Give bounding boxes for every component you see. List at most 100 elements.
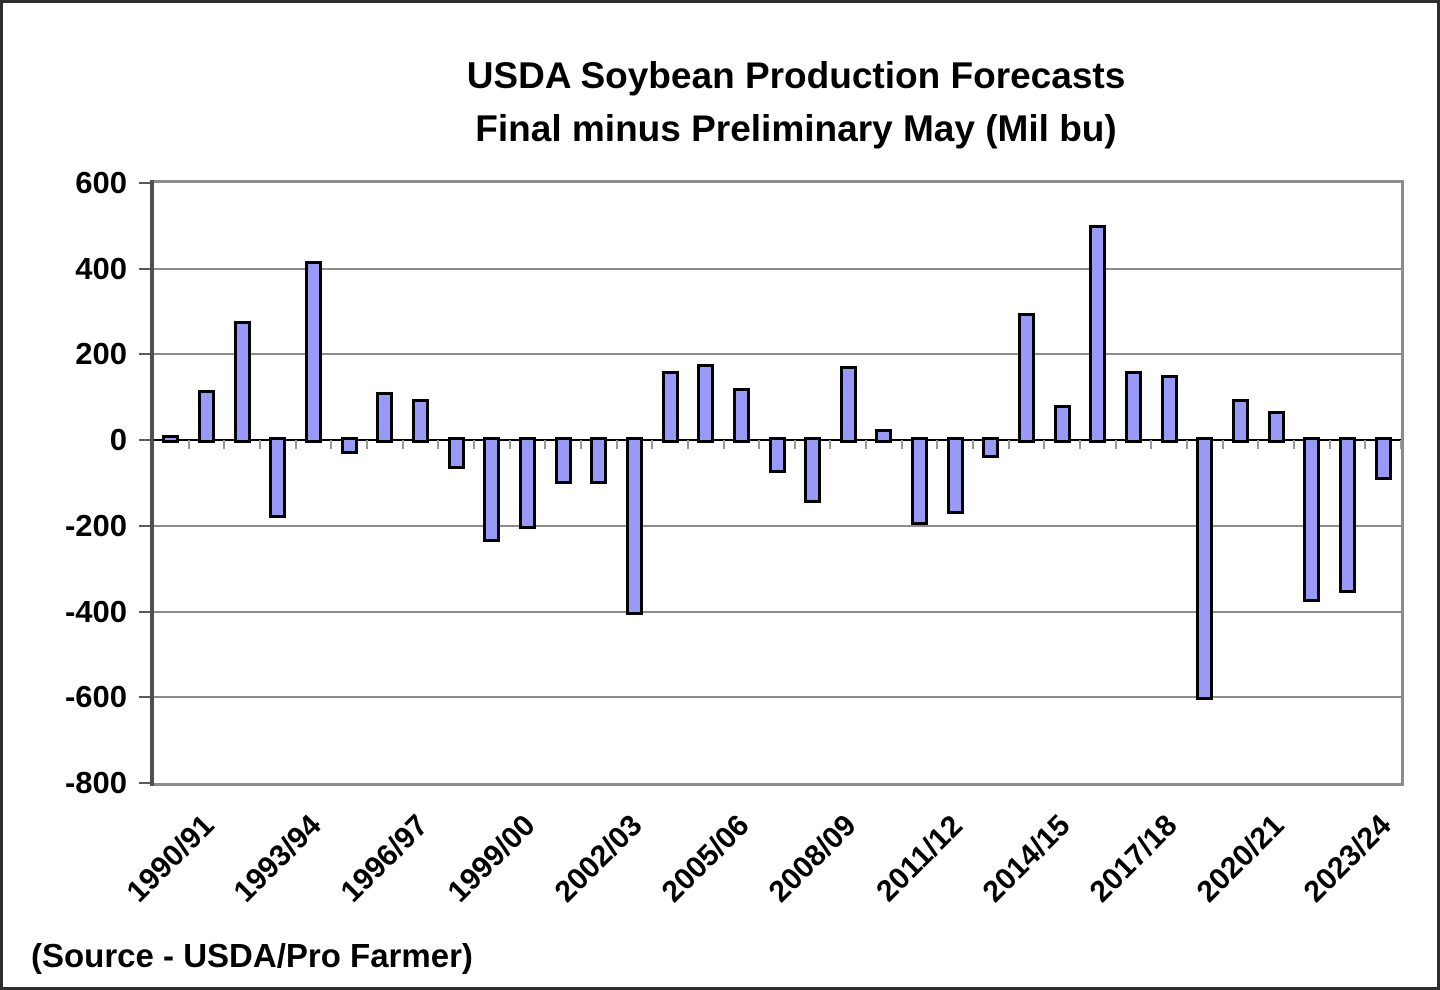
category-tick xyxy=(972,440,975,450)
category-tick xyxy=(793,440,796,450)
bar-2003-04 xyxy=(625,437,643,615)
bar-2008-09 xyxy=(804,437,822,504)
category-tick xyxy=(579,440,582,450)
category-tick xyxy=(1079,440,1082,450)
x-axis-label-2005-06: 2005/06 xyxy=(655,808,756,909)
gridline-200 xyxy=(153,353,1401,356)
chart-title-line1: USDA Soybean Production Forecasts xyxy=(466,55,1126,96)
category-tick xyxy=(544,440,547,450)
gridline-400 xyxy=(153,267,1401,270)
x-axis-label-2011-12: 2011/12 xyxy=(869,809,969,909)
category-tick xyxy=(1043,440,1046,450)
category-tick xyxy=(686,440,689,450)
y-axis-tick xyxy=(139,439,152,442)
y-axis-label--600: -600 xyxy=(64,679,127,715)
bar-2013-14 xyxy=(982,437,1000,459)
bar-1990-91 xyxy=(162,435,180,444)
category-tick xyxy=(258,440,261,450)
bar-1998-99 xyxy=(447,437,465,469)
y-axis-label-600: 600 xyxy=(75,165,127,200)
bar-2002-03 xyxy=(590,437,608,484)
x-axis-label-1993-94: 1993/94 xyxy=(227,808,328,909)
bar-2020-21 xyxy=(1232,398,1250,444)
y-axis-tick xyxy=(139,782,152,784)
category-tick xyxy=(437,440,440,450)
category-tick xyxy=(187,440,190,450)
category-tick xyxy=(1114,440,1117,450)
source-note: (Source - USDA/Pro Farmer) xyxy=(31,937,473,974)
bar-2024-25 xyxy=(1374,437,1392,480)
bar-2007-08 xyxy=(768,437,786,474)
gridline--200 xyxy=(153,524,1401,527)
bar-2015-16 xyxy=(1053,405,1071,444)
x-axis-label-1999-00: 1999/00 xyxy=(441,808,542,909)
gridline--600 xyxy=(153,696,1401,699)
y-axis-label-0: 0 xyxy=(109,422,127,458)
bar-2018-19 xyxy=(1160,375,1178,444)
y-axis-tick xyxy=(139,696,152,699)
category-tick xyxy=(223,440,226,450)
bar-2006-07 xyxy=(732,387,750,444)
y-axis-label--800: -800 xyxy=(64,765,127,800)
category-tick xyxy=(1186,440,1189,450)
bar-1997-98 xyxy=(411,398,429,444)
bar-1993-94 xyxy=(269,437,287,519)
bar-1991-92 xyxy=(197,390,215,444)
category-tick xyxy=(1364,440,1367,450)
category-tick xyxy=(472,440,475,450)
y-axis-tick xyxy=(139,610,152,613)
category-tick xyxy=(1293,440,1296,450)
category-tick xyxy=(294,440,297,450)
category-tick xyxy=(651,440,654,450)
x-axis-label-2002-03: 2002/03 xyxy=(548,808,649,909)
bar-2022-23 xyxy=(1303,437,1321,602)
x-axis-label-2008-09: 2008/09 xyxy=(762,808,863,909)
category-tick xyxy=(865,440,868,450)
bar-1999-00 xyxy=(483,437,501,542)
y-axis-label--200: -200 xyxy=(64,507,127,543)
category-tick xyxy=(365,440,368,450)
chart-title-line2: Final minus Preliminary May (Mil bu) xyxy=(475,108,1117,149)
category-tick xyxy=(1328,440,1331,450)
y-axis-label-400: 400 xyxy=(75,250,127,286)
category-tick xyxy=(1007,440,1010,450)
y-axis-tick xyxy=(139,524,152,527)
bar-2016-17 xyxy=(1089,225,1107,444)
category-tick xyxy=(1150,440,1153,450)
bar-2000-01 xyxy=(518,437,536,529)
bar-1995-96 xyxy=(340,437,358,454)
bar-2019-20 xyxy=(1196,437,1214,701)
y-axis-tick xyxy=(139,182,152,184)
category-tick xyxy=(401,440,404,450)
y-axis-label--400: -400 xyxy=(64,593,127,629)
bar-2021-22 xyxy=(1267,411,1285,444)
category-tick xyxy=(615,440,618,450)
bar-1992-93 xyxy=(233,321,251,444)
x-axis-label-1990-91: 1990/91 xyxy=(120,808,221,909)
category-tick xyxy=(900,440,903,450)
category-tick xyxy=(508,440,511,450)
category-tick xyxy=(758,440,761,450)
plot-inner xyxy=(152,183,1402,783)
bar-2001-02 xyxy=(554,437,572,484)
bar-2010-11 xyxy=(875,428,893,444)
bar-2017-18 xyxy=(1125,370,1143,444)
x-axis-label-2023-24: 2023/24 xyxy=(1297,808,1398,909)
chart-title: USDA Soybean Production Forecasts Final … xyxy=(148,49,1440,155)
category-tick xyxy=(330,440,333,450)
y-axis-label-200: 200 xyxy=(75,336,127,372)
bar-2023-24 xyxy=(1339,437,1356,594)
category-tick xyxy=(1257,440,1260,450)
y-axis-line xyxy=(150,180,154,786)
x-axis-label-1996-97: 1996/97 xyxy=(334,808,435,909)
x-axis-labels: 1990/91 1993/94 1996/97 1999/00 2002/03 2005/… xyxy=(120,783,1401,933)
bar-2004-05 xyxy=(661,370,679,444)
category-tick xyxy=(722,440,725,450)
category-tick xyxy=(1400,440,1402,450)
x-axis-label-2017-18: 2017/18 xyxy=(1083,808,1184,909)
bar-2011-12 xyxy=(911,437,929,525)
bar-1996-97 xyxy=(376,392,394,444)
category-tick xyxy=(936,440,939,450)
x-axis-label-2020-21: 2020/21 xyxy=(1190,808,1291,909)
